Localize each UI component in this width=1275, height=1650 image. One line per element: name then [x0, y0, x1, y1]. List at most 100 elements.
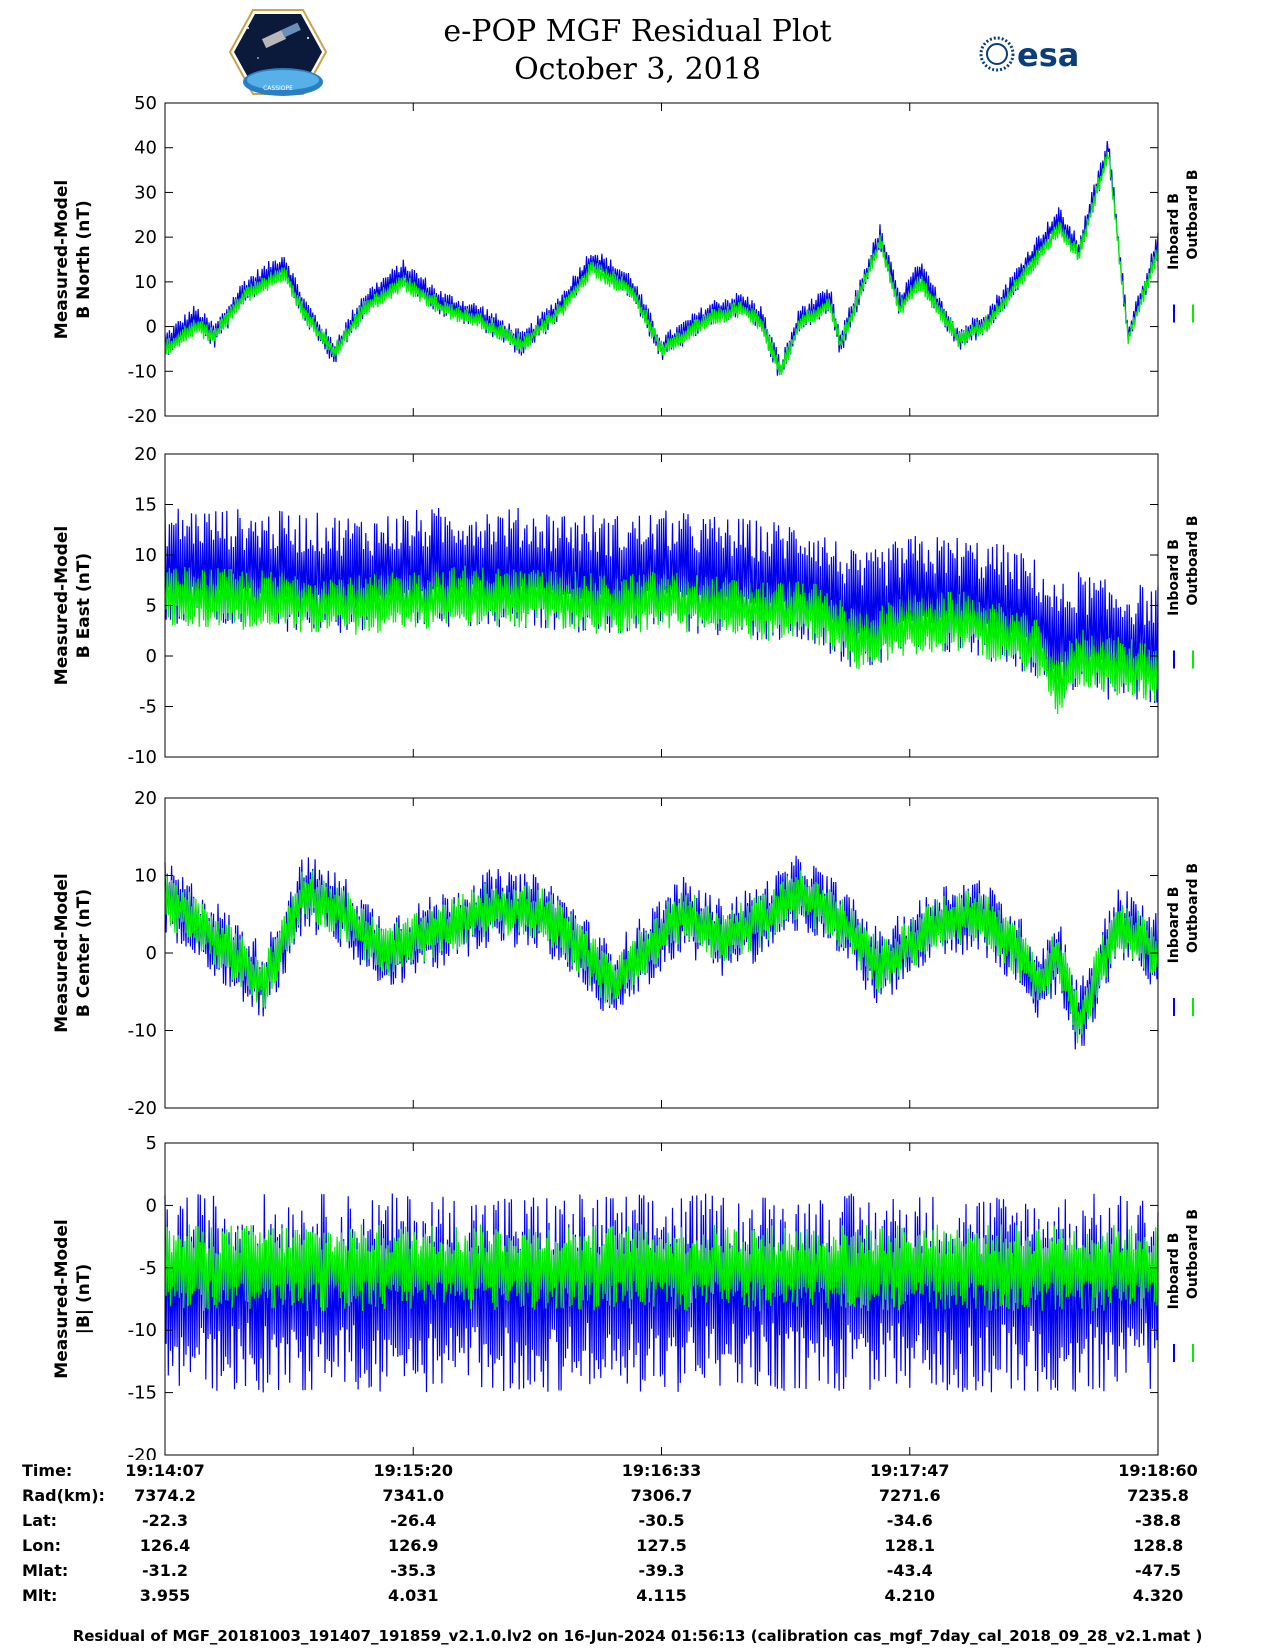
ephemeris-value: 19:14:07 — [125, 1461, 205, 1480]
ephemeris-value: -35.3 — [390, 1561, 437, 1580]
ephemeris-value: 7341.0 — [382, 1486, 445, 1505]
legend-outboard-label: Outboard B — [1185, 515, 1201, 605]
y-tick-label: -20 — [128, 406, 157, 427]
ephemeris-row: Mlt: 3.955 4.031 4.115 4.210 4.320 — [0, 1586, 1275, 1610]
ephemeris-label: Mlat: — [22, 1561, 69, 1580]
y-axis-label-line1: Measured-Model — [52, 180, 72, 339]
y-tick-label: 5 — [146, 596, 157, 617]
ephemeris-label: Lon: — [22, 1536, 61, 1555]
y-tick-label: 40 — [134, 138, 157, 159]
ephemeris-value: -38.8 — [1134, 1511, 1182, 1530]
series-inboard — [164, 141, 1159, 376]
panel-b-north: -20 -10 0 10 20 30 40 50 Measured-Model B North (… — [52, 93, 1201, 427]
ephemeris-value: -31.2 — [141, 1561, 189, 1580]
ephemeris-value: 4.210 — [884, 1586, 936, 1605]
series-outboard — [164, 565, 1159, 715]
panel-b-east: -10 -5 0 5 10 15 20 Measured-Model B East (nT) In… — [52, 444, 1201, 768]
ephemeris-row: Rad(km): 7374.2 7341.0 7306.7 7271.6 7235.8 — [0, 1486, 1275, 1510]
y-tick-label: -15 — [128, 1383, 157, 1404]
chart-title-line1: e-POP MGF Residual Plot — [443, 14, 832, 49]
ephemeris-label: Time: — [22, 1461, 73, 1480]
cassiope-logo: CASSIOPE — [228, 9, 328, 96]
legend-inboard-label: Inboard B — [1166, 887, 1182, 964]
ephemeris-value: 7235.8 — [1127, 1486, 1189, 1505]
ephemeris-value: -43.4 — [886, 1561, 933, 1580]
legend-inboard-label: Inboard B — [1166, 1233, 1182, 1310]
ephemeris-value: 19:18:60 — [1118, 1461, 1198, 1480]
y-tick-label: 20 — [134, 444, 157, 465]
legend-inboard-label: Inboard B — [1166, 193, 1182, 270]
y-tick-label: 5 — [146, 1133, 157, 1154]
ephemeris-value: 19:15:20 — [373, 1461, 454, 1480]
ephemeris-value: 7374.2 — [134, 1486, 196, 1505]
ephemeris-value: 7271.6 — [878, 1486, 941, 1505]
ephemeris-row: Lat: -22.3 -26.4 -30.5 -34.6 -38.8 — [0, 1511, 1275, 1535]
legend-outboard-label: Outboard B — [1185, 169, 1201, 259]
esa-logo-text: esa — [1017, 36, 1079, 74]
ephemeris-value: -22.3 — [141, 1511, 189, 1530]
y-tick-label: 10 — [134, 866, 157, 887]
y-axis-label-line1: Measured-Model — [52, 526, 72, 685]
ephemeris-value: -30.5 — [638, 1511, 685, 1530]
ephemeris-value: -39.3 — [638, 1561, 685, 1580]
chart-title-line2: October 3, 2018 — [514, 52, 761, 87]
ephemeris-label: Rad(km): — [22, 1486, 105, 1505]
ephemeris-value: 127.5 — [636, 1536, 687, 1555]
y-tick-label: 10 — [134, 545, 157, 566]
ephemeris-row: Mlat: -31.2 -35.3 -39.3 -43.4 -47.5 — [0, 1561, 1275, 1585]
y-axis-label-line2: B East (nT) — [74, 553, 94, 658]
ephemeris-row: Lon: 126.4 126.9 127.5 128.1 128.8 — [0, 1536, 1275, 1560]
panel-b-center: -20 -10 0 10 20 Measured-Model B Center (nT) In… — [52, 788, 1201, 1119]
y-axis-label-line2: |B| (nT) — [74, 1264, 94, 1335]
legend-outboard-label: Outboard B — [1185, 863, 1201, 953]
series-inboard — [164, 855, 1159, 1050]
y-tick-label: -10 — [128, 1021, 157, 1042]
ephemeris-value: -26.4 — [390, 1511, 437, 1530]
ephemeris-value: -47.5 — [1134, 1561, 1182, 1580]
y-tick-label: 15 — [134, 495, 157, 516]
y-tick-label: 20 — [134, 788, 157, 809]
panel-b-magnitude: -20 -15 -10 -5 0 5 Measured-Model |B| (nT) Inboa… — [52, 1133, 1201, 1460]
y-tick-label: -10 — [128, 747, 157, 768]
y-axis-label-line1: Measured-Model — [52, 1219, 72, 1378]
y-tick-label: 50 — [134, 93, 157, 114]
ephemeris-value: 126.4 — [139, 1536, 191, 1555]
ephemeris-value: 128.1 — [884, 1536, 936, 1555]
series-inboard — [164, 507, 1159, 704]
ephemeris-value: 19:16:33 — [621, 1461, 702, 1480]
y-tick-label: -20 — [128, 1098, 157, 1119]
y-tick-label: -20 — [128, 1445, 157, 1460]
ephemeris-value: 4.031 — [387, 1586, 439, 1605]
y-tick-label: 30 — [134, 182, 157, 203]
y-tick-label: 0 — [146, 943, 157, 964]
series-outboard — [164, 870, 1159, 1044]
y-tick-label: 0 — [146, 646, 157, 667]
cassiope-logo-text: CASSIOPE — [263, 85, 293, 92]
legend-outboard-label: Outboard B — [1185, 1209, 1201, 1299]
plot-frame — [164, 102, 1159, 417]
ephemeris-value: -34.6 — [886, 1511, 933, 1530]
ephemeris-label: Mlt: — [22, 1586, 58, 1605]
esa-logo: esa — [979, 36, 1079, 74]
y-tick-label: -10 — [128, 1320, 157, 1341]
ephemeris-row: Time: 19:14:07 19:15:20 19:16:33 19:17:47 19:… — [0, 1461, 1275, 1485]
ephemeris-value: 126.9 — [387, 1536, 439, 1555]
y-tick-label: 10 — [134, 272, 157, 293]
y-tick-label: 20 — [134, 227, 157, 248]
y-tick-label: 0 — [146, 1195, 157, 1216]
footer-caption: Residual of MGF_20181003_191407_191859_v… — [72, 1627, 1203, 1645]
y-axis-label-line2: B North (nT) — [74, 200, 94, 319]
series-outboard — [164, 1224, 1159, 1312]
ephemeris-value: 128.8 — [1132, 1536, 1184, 1555]
y-axis-label-line2: B Center (nT) — [74, 889, 94, 1017]
ephemeris-label: Lat: — [22, 1511, 58, 1530]
series-outboard — [164, 152, 1159, 375]
ephemeris-value: 19:17:47 — [869, 1461, 950, 1480]
ephemeris-value: 7306.7 — [630, 1486, 693, 1505]
ephemeris-value: 4.320 — [1132, 1586, 1184, 1605]
legend-inboard-label: Inboard B — [1166, 539, 1182, 616]
y-tick-label: -10 — [128, 361, 157, 382]
y-axis-label-line1: Measured-Model — [52, 873, 72, 1032]
y-tick-label: 0 — [146, 317, 157, 338]
